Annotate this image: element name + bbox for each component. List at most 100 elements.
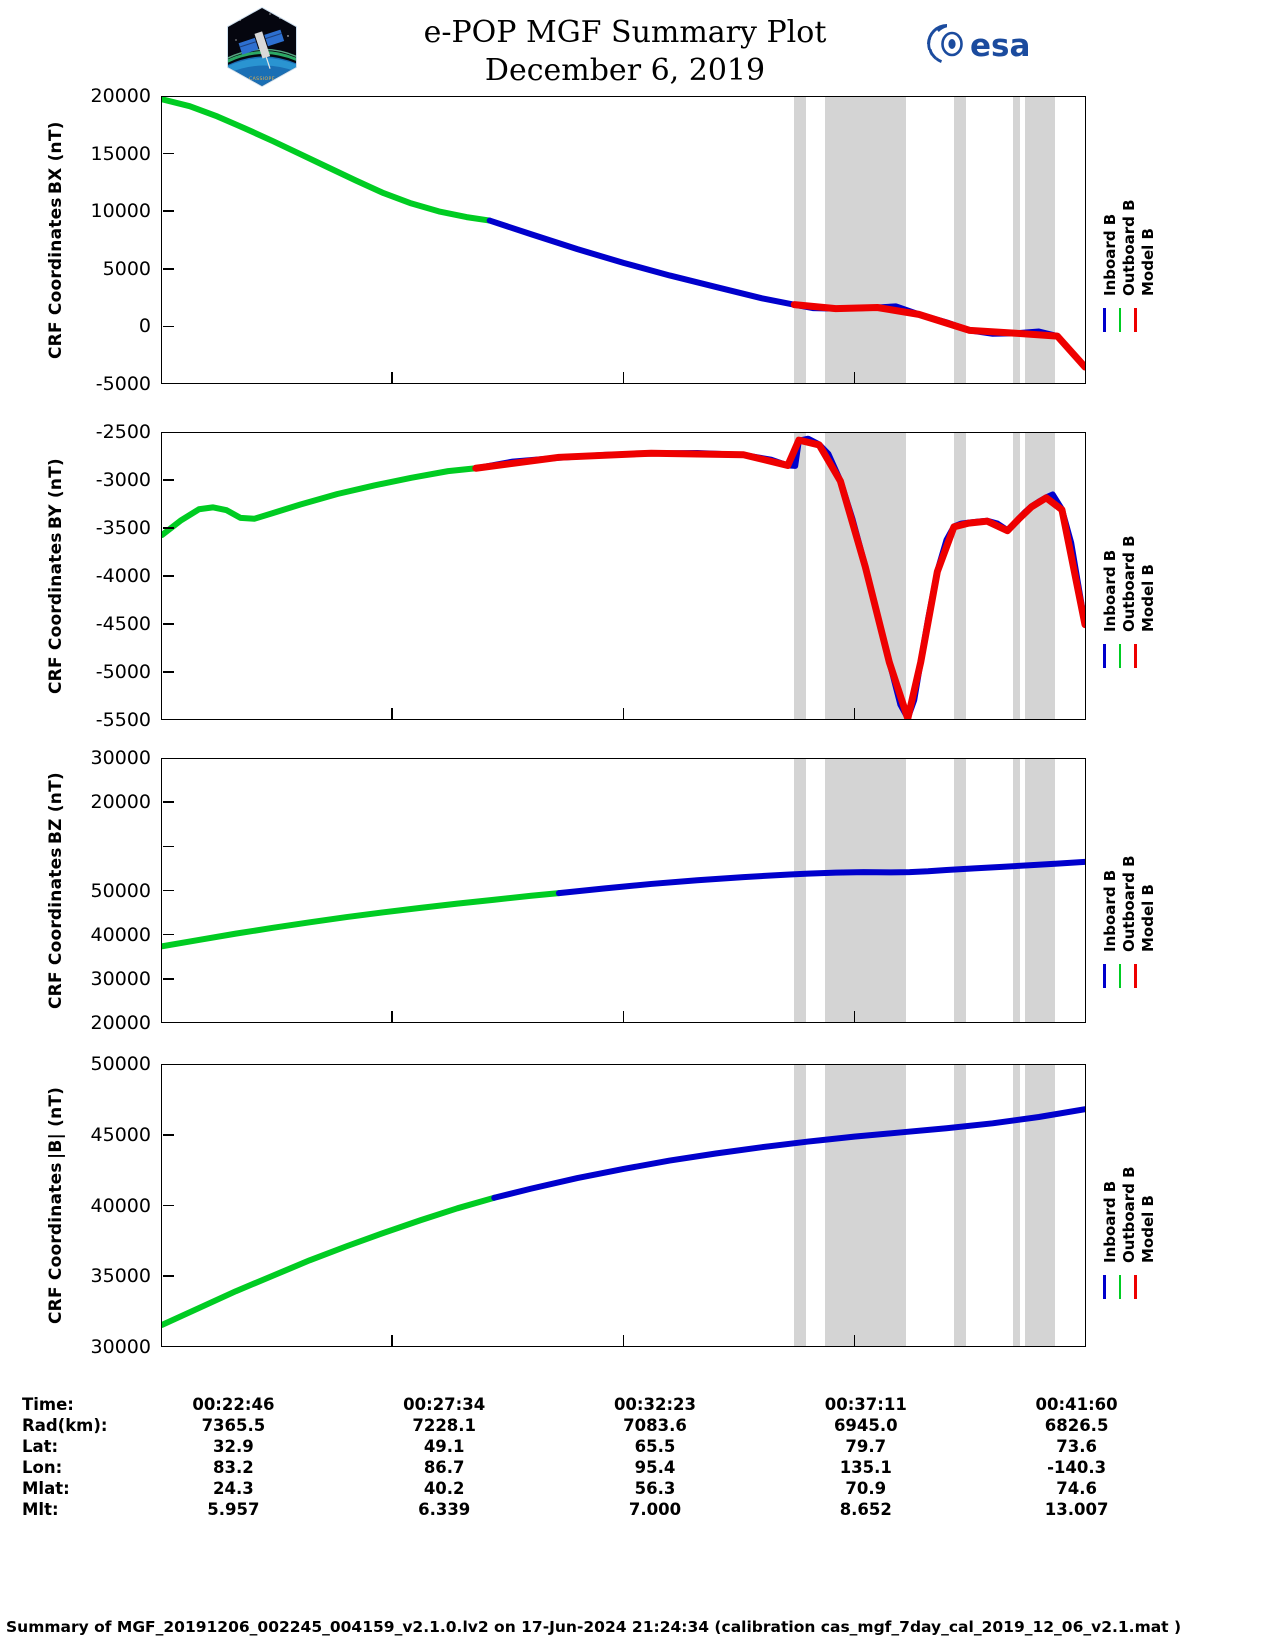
y-tick-label-by-4: -4500	[95, 613, 151, 635]
y-axis-label-line-1: CRF Coordinates	[46, 1162, 66, 1324]
y-axis-label-line-2: |B| (nT)	[46, 1087, 66, 1160]
y-tick-label-bz-0: 30000	[90, 747, 151, 769]
legend-label-model-b: Model B	[1139, 884, 1157, 952]
ephemeris-value: 86.7	[423, 1458, 465, 1477]
series-inboard-b	[476, 439, 1085, 718]
legend-swatch-inboard-b	[1103, 964, 1106, 988]
series-outboard-b	[162, 893, 559, 946]
legend-label-inboard-b: Inboard B	[1101, 869, 1119, 952]
ephemeris-row-label: Lat:	[22, 1437, 59, 1456]
ephemeris-value: 135.1	[839, 1458, 892, 1477]
ephemeris-value: 6945.0	[833, 1416, 898, 1435]
y-tick-label-bz-4: 40000	[90, 923, 151, 946]
series-inboard-b	[559, 862, 1085, 893]
y-tick-mark-bz-2	[162, 845, 174, 848]
footer-caption: Summary of MGF_20191206_002245_004159_v2…	[6, 1618, 1182, 1636]
x-tick-3	[853, 372, 856, 383]
shaded-interval-3	[954, 97, 967, 383]
ephemeris-row-label: Time:	[22, 1395, 74, 1414]
y-tick-label-bz-5: 30000	[90, 967, 151, 990]
legend-labels: Inboard B Outboard B Model B	[1101, 1135, 1157, 1263]
ephemeris-value: 56.3	[634, 1479, 676, 1498]
y-axis-label-line-2: BX (nT)	[46, 121, 66, 194]
ephemeris-row: Mlat: 24.3 40.2 56.3 70.9 74.6	[22, 1478, 1182, 1499]
shaded-interval-4	[1012, 1065, 1020, 1346]
y-tick-label-bz-3: 50000	[90, 879, 151, 902]
ephemeris-value: 32.9	[213, 1437, 254, 1456]
legend-label-outboard-b: Outboard B	[1120, 855, 1138, 952]
legend-swatch-model-b	[1134, 964, 1137, 988]
legend-swatch-outboard-b	[1118, 1275, 1122, 1299]
ephemeris-row: Lon: 83.2 86.7 95.4 135.1 -140.3	[22, 1457, 1182, 1478]
plot-frame-bmag	[161, 1064, 1086, 1347]
legend-swatch-model-b	[1134, 644, 1137, 668]
y-tick-label-by-6: -5500	[95, 709, 151, 731]
shaded-interval-1	[794, 433, 807, 719]
y-axis-label-line-1: CRF Coordinates	[46, 532, 66, 694]
cassiope-epop-mission-patch-icon: CASSIOPE	[222, 6, 302, 88]
y-tick-label-bx-4: 0	[138, 315, 151, 338]
legend-label-inboard-b: Inboard B	[1101, 1180, 1119, 1263]
x-tick-2	[622, 1011, 625, 1022]
title-line-2: December 6, 2019	[484, 53, 766, 88]
legend-label-inboard-b: Inboard B	[1101, 213, 1119, 296]
ephemeris-value: 00:27:34	[403, 1395, 486, 1414]
ephemeris-value: 6.339	[418, 1500, 471, 1519]
series-inboard-b	[494, 1109, 1085, 1198]
y-axis-label-line-1: CRF Coordinates	[46, 847, 66, 1009]
legend-bx: Inboard B Outboard B Model B	[1101, 96, 1172, 384]
ephemeris-value: 83.2	[213, 1458, 254, 1477]
y-tick-label-bx-3: 5000	[102, 257, 151, 280]
legend-label-outboard-b: Outboard B	[1120, 535, 1138, 632]
ephemeris-value: 7083.6	[623, 1416, 687, 1435]
esa-logo-icon: esa	[925, 22, 1045, 66]
y-tick-mark-bx-2	[162, 210, 174, 212]
svg-text:CASSIOPE: CASSIOPE	[249, 76, 275, 82]
ephemeris-value: 95.4	[634, 1458, 676, 1477]
x-tick-3	[853, 1011, 856, 1022]
legend-bmag: Inboard B Outboard B Model B	[1101, 1064, 1172, 1347]
x-tick-1	[391, 1011, 393, 1022]
shaded-interval-4	[1012, 759, 1020, 1022]
ephemeris-row: Time: 00:22:46 00:27:34 00:32:23 00:37:11 00:…	[22, 1394, 1182, 1415]
legend-by: Inboard B Outboard B Model B	[1101, 432, 1172, 720]
y-tick-label-bx-0: 20000	[90, 85, 151, 107]
ephemeris-value: 65.5	[634, 1437, 676, 1456]
y-axis-label-line-2: BY (nT)	[46, 458, 66, 530]
series-model-b	[794, 305, 1085, 367]
ephemeris-value: 79.7	[845, 1437, 887, 1456]
y-tick-mark-bz-1	[162, 801, 174, 803]
ephemeris-value: 7228.1	[412, 1416, 477, 1435]
page-title: e-POP MGF Summary Plot December 6, 2019	[340, 14, 910, 90]
svg-text:esa: esa	[970, 28, 1030, 64]
chart-panel-bx: 20000 15000 10000 5000 0 -5000 CRF Coordinates…	[46, 85, 1157, 395]
ephemeris-grid: Time: 00:22:46 00:27:34 00:32:23 00:37:11 00:…	[22, 1394, 1182, 1520]
series-outboard-b	[162, 1198, 494, 1325]
legend-swatches	[1103, 644, 1137, 668]
legend-swatch-inboard-b	[1103, 1275, 1106, 1299]
shaded-interval-2	[825, 759, 906, 1022]
y-axis-label-line-1: CRF Coordinates	[46, 196, 66, 359]
legend-swatch-outboard-b	[1118, 308, 1122, 332]
ephemeris-value: 7365.5	[201, 1416, 266, 1435]
y-tick-mark-by-4	[162, 623, 174, 625]
ephemeris-value: 49.1	[423, 1437, 465, 1456]
shaded-interval-5	[1024, 759, 1055, 1022]
y-axis-label-by: CRF Coordinates BY (nT)	[46, 432, 66, 720]
legend-label-outboard-b: Outboard B	[1120, 1166, 1138, 1263]
plot-frame-bx	[161, 96, 1086, 384]
ephemeris-value: 00:22:46	[192, 1395, 275, 1414]
y-tick-label-by-0: -2500	[95, 421, 151, 443]
data-curves-by	[162, 433, 1085, 719]
legend-label-model-b: Model B	[1139, 564, 1157, 632]
ephemeris-row-label: Mlt:	[22, 1500, 59, 1519]
legend-label-outboard-b: Outboard B	[1120, 199, 1138, 296]
ephemeris-value: 00:41:60	[1035, 1395, 1118, 1414]
legend-label-inboard-b: Inboard B	[1101, 549, 1119, 632]
y-tick-label-bmag-1: 45000	[90, 1123, 151, 1146]
shaded-interval-1	[794, 759, 807, 1022]
y-axis-label-bz: CRF Coordinates BZ (nT)	[46, 758, 66, 1023]
ephemeris-value: 00:37:11	[824, 1395, 907, 1414]
y-tick-mark-bz-5	[162, 978, 174, 980]
legend-swatches	[1103, 964, 1137, 988]
